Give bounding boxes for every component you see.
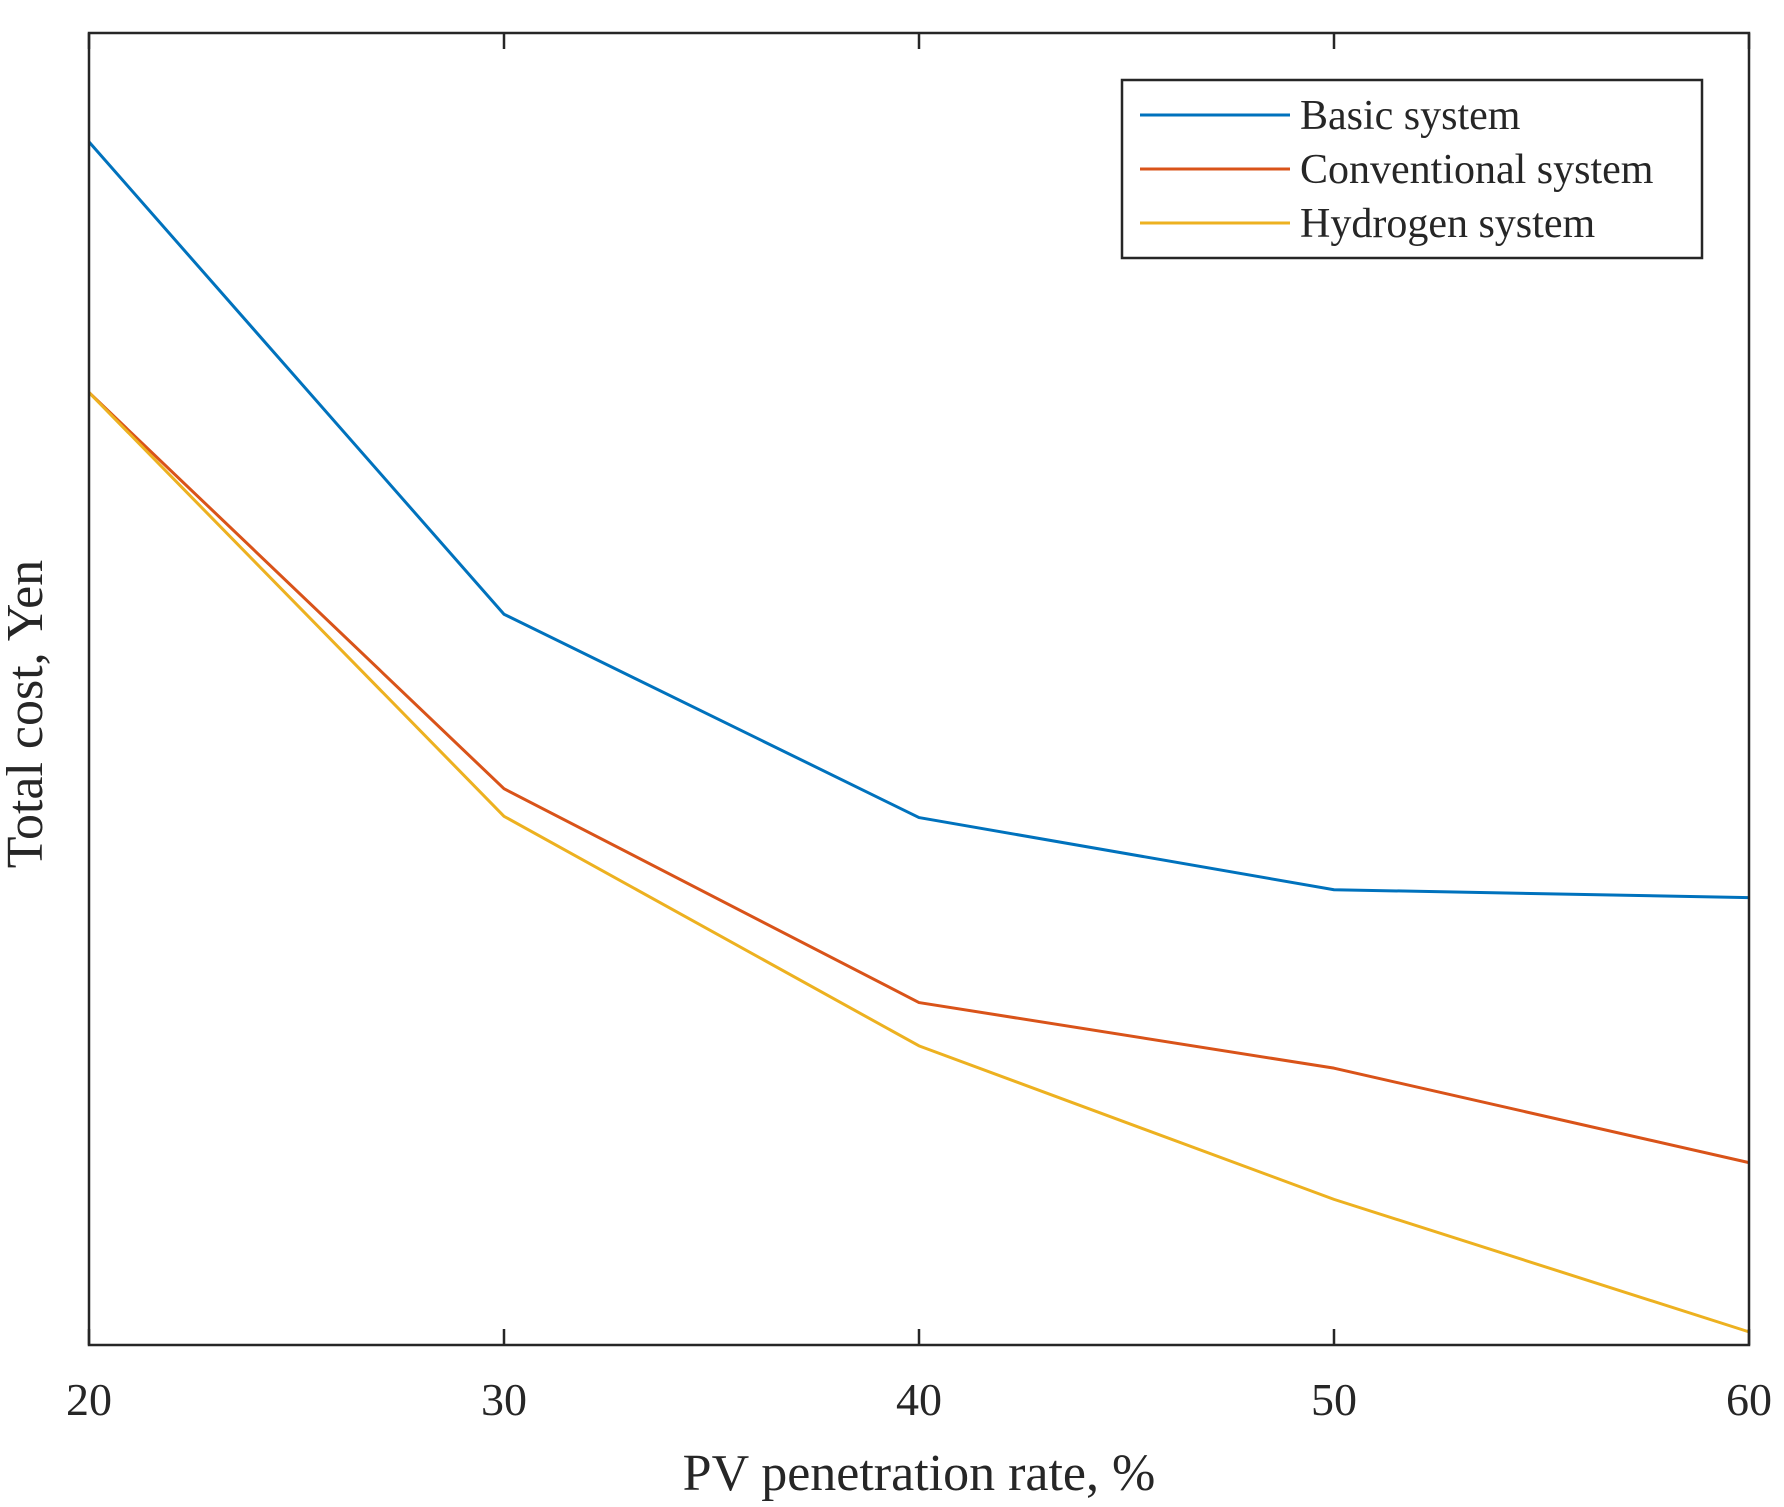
- x-tick-label: 20: [66, 1374, 112, 1425]
- x-tick-label: 30: [481, 1374, 527, 1425]
- x-tick-label: 40: [896, 1374, 942, 1425]
- x-axis-title: PV penetration rate, %: [683, 1445, 1156, 1502]
- y-axis-title: Total cost, Yen: [0, 560, 54, 868]
- legend: Basic system Conventional system Hydrogen …: [1122, 80, 1702, 258]
- legend-label: Conventional system: [1300, 147, 1654, 193]
- line-chart: 20 30 40 50 60 PV penetration rate, % Total …: [0, 0, 1784, 1507]
- series-line-hydrogen-system: [89, 392, 1749, 1331]
- x-tick-label: 60: [1726, 1374, 1772, 1425]
- legend-label: Basic system: [1300, 93, 1521, 139]
- x-tick-label: 50: [1311, 1374, 1357, 1425]
- series-group: [89, 142, 1749, 1332]
- legend-label: Hydrogen system: [1300, 201, 1595, 247]
